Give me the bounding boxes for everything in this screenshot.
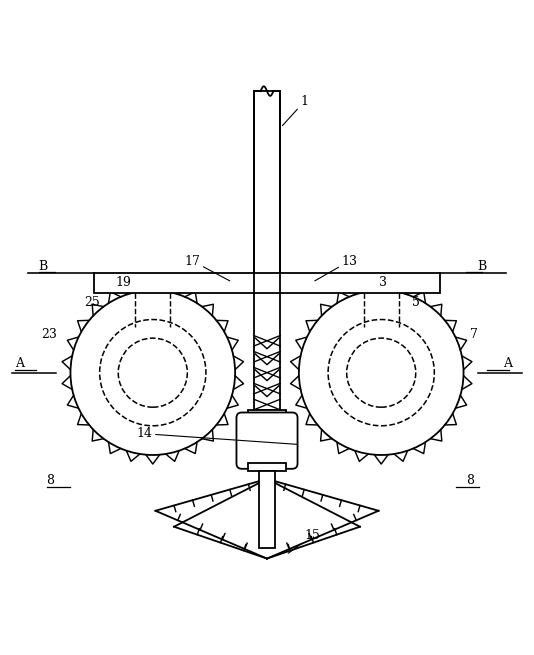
Text: 14: 14 — [137, 427, 297, 444]
Bar — [256, 91, 278, 272]
Bar — [254, 91, 280, 272]
Text: 8: 8 — [466, 474, 474, 487]
Text: 1: 1 — [282, 95, 308, 126]
Bar — [95, 272, 254, 293]
Text: 19: 19 — [115, 276, 131, 289]
Text: 17: 17 — [185, 255, 230, 281]
Text: 5: 5 — [412, 296, 420, 309]
Text: 23: 23 — [41, 328, 57, 341]
Text: B: B — [38, 260, 48, 273]
Circle shape — [70, 290, 235, 455]
Circle shape — [59, 278, 247, 466]
Bar — [258, 471, 276, 548]
Text: 15: 15 — [288, 529, 320, 553]
Bar — [254, 293, 280, 411]
Text: 3: 3 — [379, 276, 387, 289]
Text: 13: 13 — [315, 255, 357, 281]
Text: 8: 8 — [46, 474, 54, 487]
Text: A: A — [14, 358, 23, 370]
Bar — [248, 411, 286, 418]
Bar — [280, 272, 439, 293]
Circle shape — [299, 290, 464, 455]
FancyBboxPatch shape — [237, 413, 297, 469]
Circle shape — [287, 278, 475, 466]
Text: B: B — [477, 260, 486, 273]
Text: 7: 7 — [470, 328, 478, 341]
Bar — [248, 464, 286, 471]
Text: 25: 25 — [84, 296, 99, 309]
Text: A: A — [504, 358, 513, 370]
